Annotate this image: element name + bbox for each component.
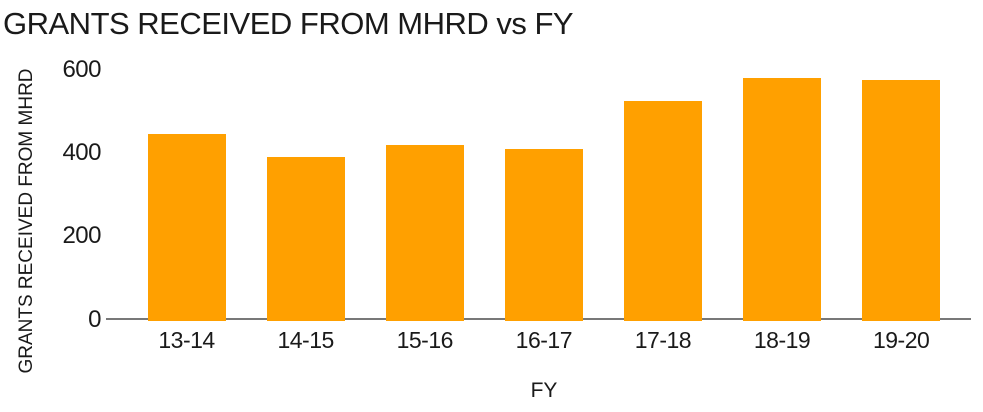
x-axis-title: FY <box>530 379 558 402</box>
x-tick-label: 14-15 <box>277 327 334 353</box>
bar-13-14 <box>147 134 226 321</box>
bar-16-17 <box>504 148 583 321</box>
bar-18-19 <box>743 78 822 321</box>
x-tick-label: 18-19 <box>753 327 811 353</box>
x-tick-label: 19-20 <box>872 327 930 353</box>
y-tick-label: 200 <box>62 222 101 250</box>
chart-title: GRANTS RECEIVED FROM MHRD vs FY <box>3 6 574 41</box>
x-tick-label: 15-16 <box>396 327 454 353</box>
bar-17-18 <box>623 101 702 321</box>
y-tick-label: 400 <box>62 139 101 167</box>
bar-19-20 <box>862 80 941 321</box>
bar-14-15 <box>266 157 345 321</box>
x-tick-label: 17-18 <box>634 327 692 353</box>
y-tick-label: 0 <box>88 305 101 333</box>
x-tick-label: 13-14 <box>158 327 215 353</box>
x-tick-label: 16-17 <box>515 327 573 353</box>
y-tick-label: 600 <box>62 55 101 83</box>
bar-15-16 <box>385 144 464 321</box>
